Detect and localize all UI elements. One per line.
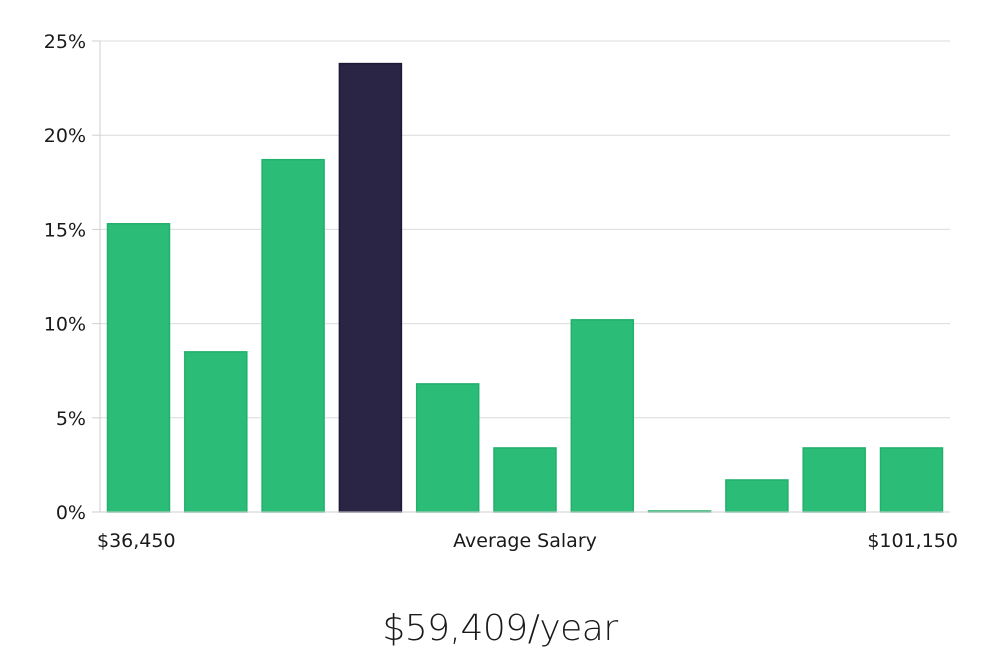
- bar: [725, 479, 789, 513]
- salary-distribution-chart: 0%5%10%15%20%25% $36,450 Average Salary …: [44, 31, 958, 552]
- bar: [570, 319, 635, 513]
- y-tick-label: 10%: [44, 314, 86, 336]
- x-max-label: $101,150: [867, 530, 958, 552]
- bar: [879, 447, 944, 513]
- bar: [415, 383, 480, 513]
- y-axis-ticks: 0% 5% 10% 15% 20% 25%: [44, 31, 100, 524]
- bar: [184, 351, 248, 513]
- bar: [802, 447, 866, 513]
- bar: [493, 447, 557, 513]
- y-tick-label: 5%: [56, 408, 86, 430]
- bars: [106, 62, 944, 513]
- bar: [261, 158, 325, 513]
- x-axis-label: Average Salary: [453, 530, 597, 552]
- y-tick-label: 20%: [44, 125, 86, 147]
- average-salary-value: $59,409/year: [382, 608, 618, 649]
- y-tick-label: 15%: [44, 219, 86, 241]
- x-min-label: $36,450: [97, 530, 176, 552]
- y-tick-label: 25%: [44, 31, 86, 53]
- bar-highlighted: [338, 62, 403, 513]
- y-tick-label: 0%: [56, 502, 86, 524]
- gridlines: [100, 40, 950, 419]
- bar: [106, 222, 171, 513]
